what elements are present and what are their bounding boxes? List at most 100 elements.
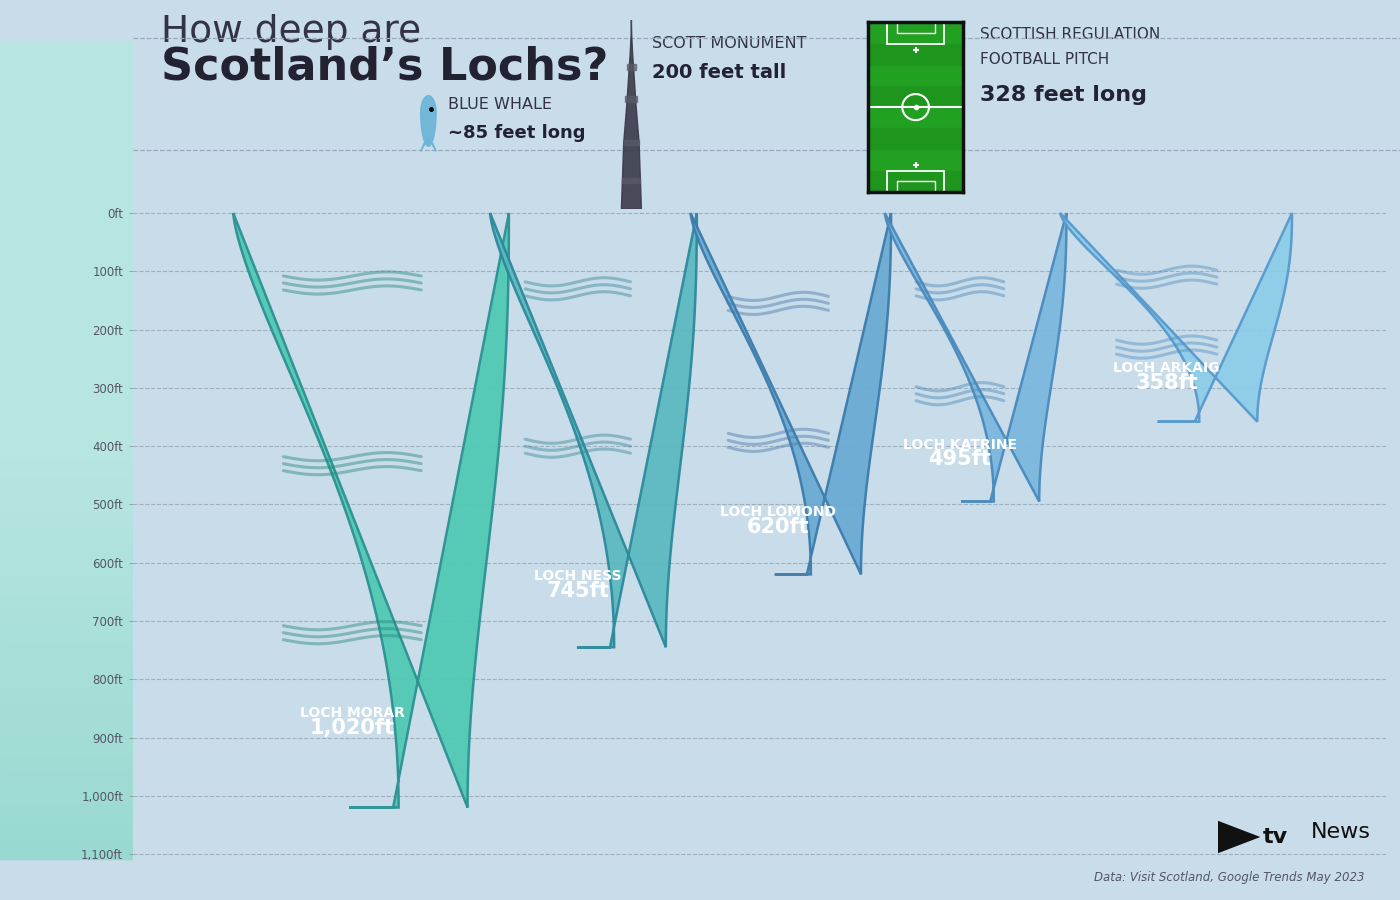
Bar [0, 98, 133, 509]
Text: 745ft: 745ft [546, 580, 609, 600]
Bar [0, 218, 133, 629]
Bar [0, 271, 133, 682]
Text: tv: tv [1263, 827, 1288, 847]
Bar [0, 296, 133, 707]
Bar [0, 50, 133, 460]
Bar [0, 193, 133, 604]
Bar [0, 320, 133, 732]
Bar [0, 279, 133, 690]
Text: LOCH KATRINE: LOCH KATRINE [903, 438, 1016, 452]
Polygon shape [623, 177, 640, 184]
Text: 200 feet tall: 200 feet tall [652, 63, 787, 82]
Bar [0, 66, 133, 477]
Bar [0, 365, 133, 777]
Bar [0, 308, 133, 719]
Bar [0, 431, 133, 842]
Bar [0, 123, 133, 535]
Bar [0, 86, 133, 498]
Bar [0, 362, 133, 773]
Bar [0, 402, 133, 814]
Polygon shape [234, 213, 510, 807]
Bar [0, 53, 133, 464]
Bar [0, 312, 133, 724]
Polygon shape [624, 140, 638, 146]
Bar [868, 171, 963, 192]
Bar [0, 300, 133, 711]
Text: SCOTT MONUMENT: SCOTT MONUMENT [652, 36, 806, 51]
Bar [0, 45, 133, 456]
Bar [0, 197, 133, 608]
Bar [0, 267, 133, 679]
Bar [0, 292, 133, 703]
Bar [0, 119, 133, 530]
Bar [868, 86, 963, 107]
Text: LOCH MORAR: LOCH MORAR [300, 706, 405, 720]
Bar [0, 189, 133, 600]
Bar [868, 43, 963, 65]
Bar [0, 250, 133, 662]
Bar [0, 176, 133, 588]
Polygon shape [1218, 821, 1260, 853]
Bar [0, 448, 133, 860]
Bar [0, 440, 133, 850]
Polygon shape [1060, 213, 1292, 422]
Bar [0, 288, 133, 698]
Bar [0, 234, 133, 645]
Bar [0, 415, 133, 826]
Bar [0, 247, 133, 658]
Bar [0, 115, 133, 526]
Bar [0, 394, 133, 806]
Bar [0, 378, 133, 789]
Polygon shape [420, 138, 437, 151]
Text: Data: Visit Scotland, Google Trends May 2023: Data: Visit Scotland, Google Trends May … [1095, 871, 1365, 884]
Bar [0, 107, 133, 518]
Bar [0, 213, 133, 625]
Text: How deep are: How deep are [161, 14, 421, 50]
Bar [0, 242, 133, 653]
Bar [0, 411, 133, 822]
Bar [896, 181, 935, 192]
Polygon shape [626, 96, 637, 102]
Polygon shape [490, 213, 697, 647]
Text: BLUE WHALE: BLUE WHALE [448, 97, 552, 112]
Bar [0, 168, 133, 580]
Text: 358ft: 358ft [1135, 373, 1198, 392]
Text: News: News [1310, 822, 1371, 842]
Bar [0, 90, 133, 501]
Bar [0, 284, 133, 695]
Polygon shape [622, 20, 641, 209]
Bar [0, 337, 133, 748]
Text: Scotland’s Lochs?: Scotland’s Lochs? [161, 45, 609, 88]
Text: FOOTBALL PITCH: FOOTBALL PITCH [980, 52, 1109, 68]
Bar [0, 354, 133, 764]
Bar [0, 58, 133, 469]
Bar [0, 127, 133, 538]
Bar [0, 370, 133, 781]
Text: 495ft: 495ft [928, 449, 991, 470]
Bar [0, 148, 133, 559]
Bar [0, 423, 133, 834]
Bar [0, 357, 133, 769]
Bar [0, 160, 133, 572]
Bar [0, 202, 133, 612]
Bar [0, 255, 133, 666]
Bar [0, 349, 133, 760]
Bar [0, 407, 133, 818]
Bar [0, 399, 133, 810]
Bar [0, 144, 133, 554]
Polygon shape [690, 213, 890, 574]
Bar [0, 346, 133, 756]
Bar [0, 156, 133, 567]
Bar [0, 238, 133, 650]
Bar [0, 391, 133, 802]
Bar [0, 259, 133, 670]
Bar [0, 436, 133, 847]
Bar [0, 205, 133, 617]
Bar [0, 111, 133, 522]
Bar [0, 173, 133, 583]
Bar [0, 40, 133, 452]
Bar [0, 333, 133, 744]
Text: LOCH ARKAIG: LOCH ARKAIG [1113, 361, 1219, 375]
Bar [0, 184, 133, 596]
Bar [0, 74, 133, 485]
